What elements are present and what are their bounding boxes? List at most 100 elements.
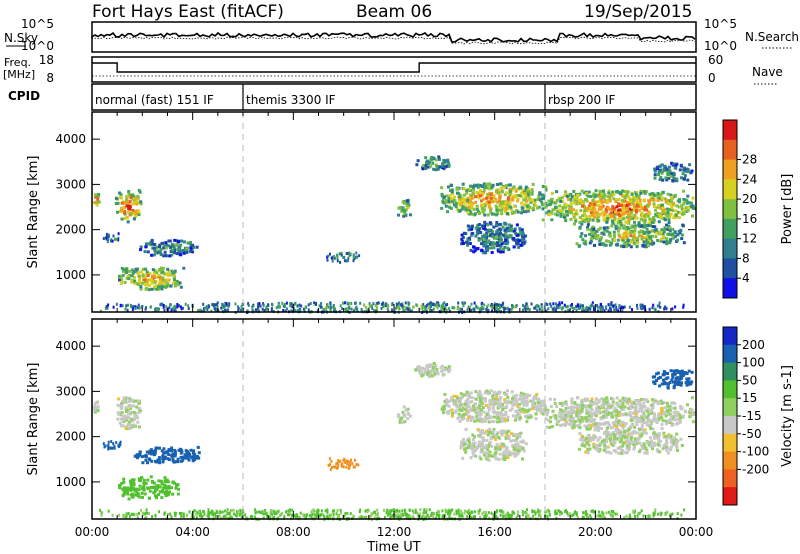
data-cell (499, 201, 503, 205)
data-cell (666, 171, 670, 175)
data-cell (462, 200, 466, 204)
data-cell (177, 487, 180, 491)
data-cell (406, 417, 410, 421)
data-cell (647, 417, 651, 421)
data-cell (302, 307, 305, 311)
data-cell (659, 207, 663, 210)
data-cell (459, 308, 462, 312)
data-cell (585, 436, 589, 440)
data-cell (153, 280, 157, 284)
data-cell (174, 309, 177, 313)
data-cell (584, 234, 588, 238)
data-cell (659, 231, 663, 235)
data-cell (570, 195, 574, 199)
cpid-segment-label: normal (fast) 151 IF (95, 93, 214, 107)
data-cell (610, 413, 614, 417)
data-cell (502, 241, 506, 244)
data-cell (118, 442, 121, 446)
data-cell (329, 463, 331, 467)
noise-panel (91, 21, 697, 53)
data-cell (391, 302, 394, 305)
data-cell (599, 189, 602, 193)
data-cell (580, 401, 584, 405)
data-cell (621, 444, 625, 448)
data-cell (601, 194, 605, 198)
data-cell (106, 234, 109, 238)
data-cell (180, 250, 183, 254)
data-cell (427, 161, 431, 165)
data-cell (348, 465, 351, 469)
data-cell (564, 205, 568, 209)
data-cell (685, 201, 689, 205)
data-cell (516, 242, 520, 245)
data-cell (402, 214, 406, 218)
data-cell (635, 403, 639, 407)
data-cell (600, 404, 604, 408)
data-cell (635, 423, 639, 427)
data-cell (675, 445, 679, 449)
data-cell (635, 204, 639, 208)
data-cell (131, 305, 134, 309)
data-cell (119, 417, 123, 421)
data-cell (498, 236, 502, 239)
data-cell (692, 411, 696, 415)
data-cell (179, 285, 183, 289)
data-cell (239, 309, 242, 313)
data-cell (169, 448, 172, 452)
data-cell (436, 306, 439, 310)
data-cell (482, 241, 486, 245)
data-cell (138, 190, 142, 194)
data-cell (144, 267, 148, 271)
data-cell (111, 239, 114, 243)
data-cell (480, 242, 484, 246)
data-cell (592, 305, 595, 309)
data-cell (499, 228, 503, 232)
data-cell (333, 465, 335, 469)
data-cell (601, 401, 605, 405)
data-cell (574, 219, 578, 223)
data-cell (148, 272, 152, 276)
data-cell (480, 207, 484, 211)
data-cell (690, 204, 694, 208)
data-cell (459, 392, 463, 396)
data-cell (521, 308, 524, 312)
data-cell (539, 401, 543, 405)
data-cell (452, 394, 456, 398)
data-cell (506, 196, 510, 200)
data-cell (492, 225, 496, 229)
data-cell (128, 400, 131, 404)
data-cell (651, 447, 654, 451)
data-cell (285, 301, 288, 305)
data-cell (336, 257, 339, 261)
data-cell (442, 372, 446, 376)
data-cell (500, 190, 504, 194)
data-cell (157, 456, 161, 460)
data-cell (649, 235, 652, 239)
data-cell (511, 186, 515, 190)
data-cell (505, 431, 509, 435)
data-cell (688, 415, 692, 419)
data-cell (569, 206, 573, 210)
data-cell (192, 455, 195, 459)
data-cell (665, 448, 669, 452)
data-cell (595, 425, 599, 428)
data-cell (660, 422, 664, 426)
data-cell (363, 303, 365, 307)
data-cell (437, 157, 441, 161)
data-cell (464, 399, 468, 403)
data-cell (167, 274, 171, 277)
data-cell (585, 209, 589, 213)
data-cell (476, 392, 480, 396)
data-cell (500, 413, 504, 417)
data-cell (629, 245, 633, 249)
data-cell (469, 203, 473, 207)
data-cell (581, 441, 585, 445)
data-cell (496, 431, 500, 435)
data-cell (484, 417, 488, 421)
data-cell (504, 307, 507, 311)
data-cell (454, 402, 457, 406)
data-cell (526, 305, 529, 309)
data-cell (539, 411, 543, 415)
data-cell (468, 198, 472, 202)
data-cell (597, 422, 601, 426)
